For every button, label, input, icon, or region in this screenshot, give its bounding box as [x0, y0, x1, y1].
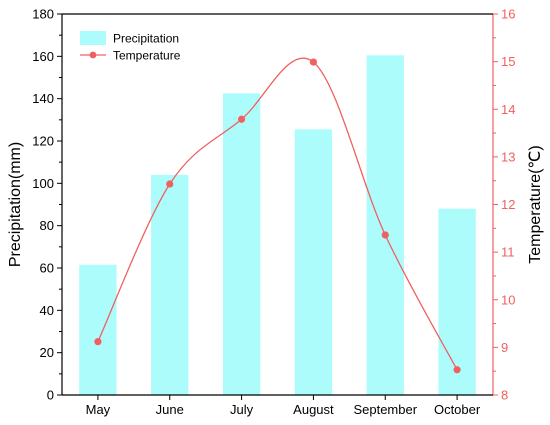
right-tick-label: 15 — [501, 54, 515, 69]
temperature-point-september — [381, 231, 389, 239]
line-layer — [94, 57, 461, 374]
axes-layer: 0 20 40 60 80 100 120 140 160 180 8 9 10 11 12 13 14 15 16… — [7, 7, 544, 418]
right-tick-label: 9 — [501, 340, 508, 355]
left-tick-label: 100 — [32, 176, 54, 191]
left-tick-label: 40 — [40, 303, 54, 318]
x-tick-label-july: July — [230, 402, 254, 417]
left-tick-label: 140 — [32, 91, 54, 106]
x-tick-label-september: September — [353, 402, 417, 417]
y-axis-title: Precipitation(mm) — [7, 142, 24, 267]
precipitation-bar-september — [366, 55, 404, 396]
left-tick-label: 160 — [32, 49, 54, 64]
legend-temperature-label: Temperature — [113, 49, 181, 63]
x-tick-label-may: May — [86, 402, 111, 417]
legend-temperature-marker — [89, 51, 97, 59]
legend: Precipitation Temperature — [80, 31, 181, 63]
right-tick-label: 13 — [501, 149, 515, 164]
x-tick-label-august: August — [293, 402, 334, 417]
precipitation-bar-october — [438, 208, 476, 395]
right-tick-label: 16 — [501, 7, 515, 22]
temperature-point-may — [94, 338, 102, 346]
precipitation-bar-may — [79, 264, 117, 395]
temperature-point-july — [237, 115, 246, 123]
precipitation-bar-june — [151, 174, 189, 395]
temperature-point-august — [309, 58, 318, 66]
left-tick-label: 0 — [47, 388, 54, 403]
left-tick-label: 20 — [40, 345, 54, 360]
right-tick-label: 14 — [501, 102, 515, 117]
right-tick-label: 12 — [501, 197, 515, 212]
left-tick-label: 60 — [40, 261, 54, 276]
legend-precipitation-swatch — [80, 31, 106, 45]
right-tick-label: 8 — [501, 388, 508, 403]
left-tick-label: 180 — [32, 7, 54, 22]
right-tick-label: 10 — [501, 292, 515, 307]
y2-axis-title: Temperature(℃) — [527, 145, 544, 263]
temperature-line — [97, 57, 458, 371]
temperature-point-june — [166, 180, 174, 188]
precipitation-bar-july — [222, 93, 261, 396]
left-tick-label: 80 — [40, 218, 54, 233]
temperature-point-october — [453, 366, 461, 374]
precipitation-bar-august — [294, 129, 333, 396]
x-tick-label-june: June — [156, 402, 184, 417]
right-tick-label: 11 — [501, 245, 515, 260]
left-tick-label: 120 — [32, 134, 54, 149]
bars-layer — [79, 55, 476, 396]
x-tick-label-october: October — [434, 402, 481, 417]
legend-precipitation-label: Precipitation — [113, 32, 179, 46]
